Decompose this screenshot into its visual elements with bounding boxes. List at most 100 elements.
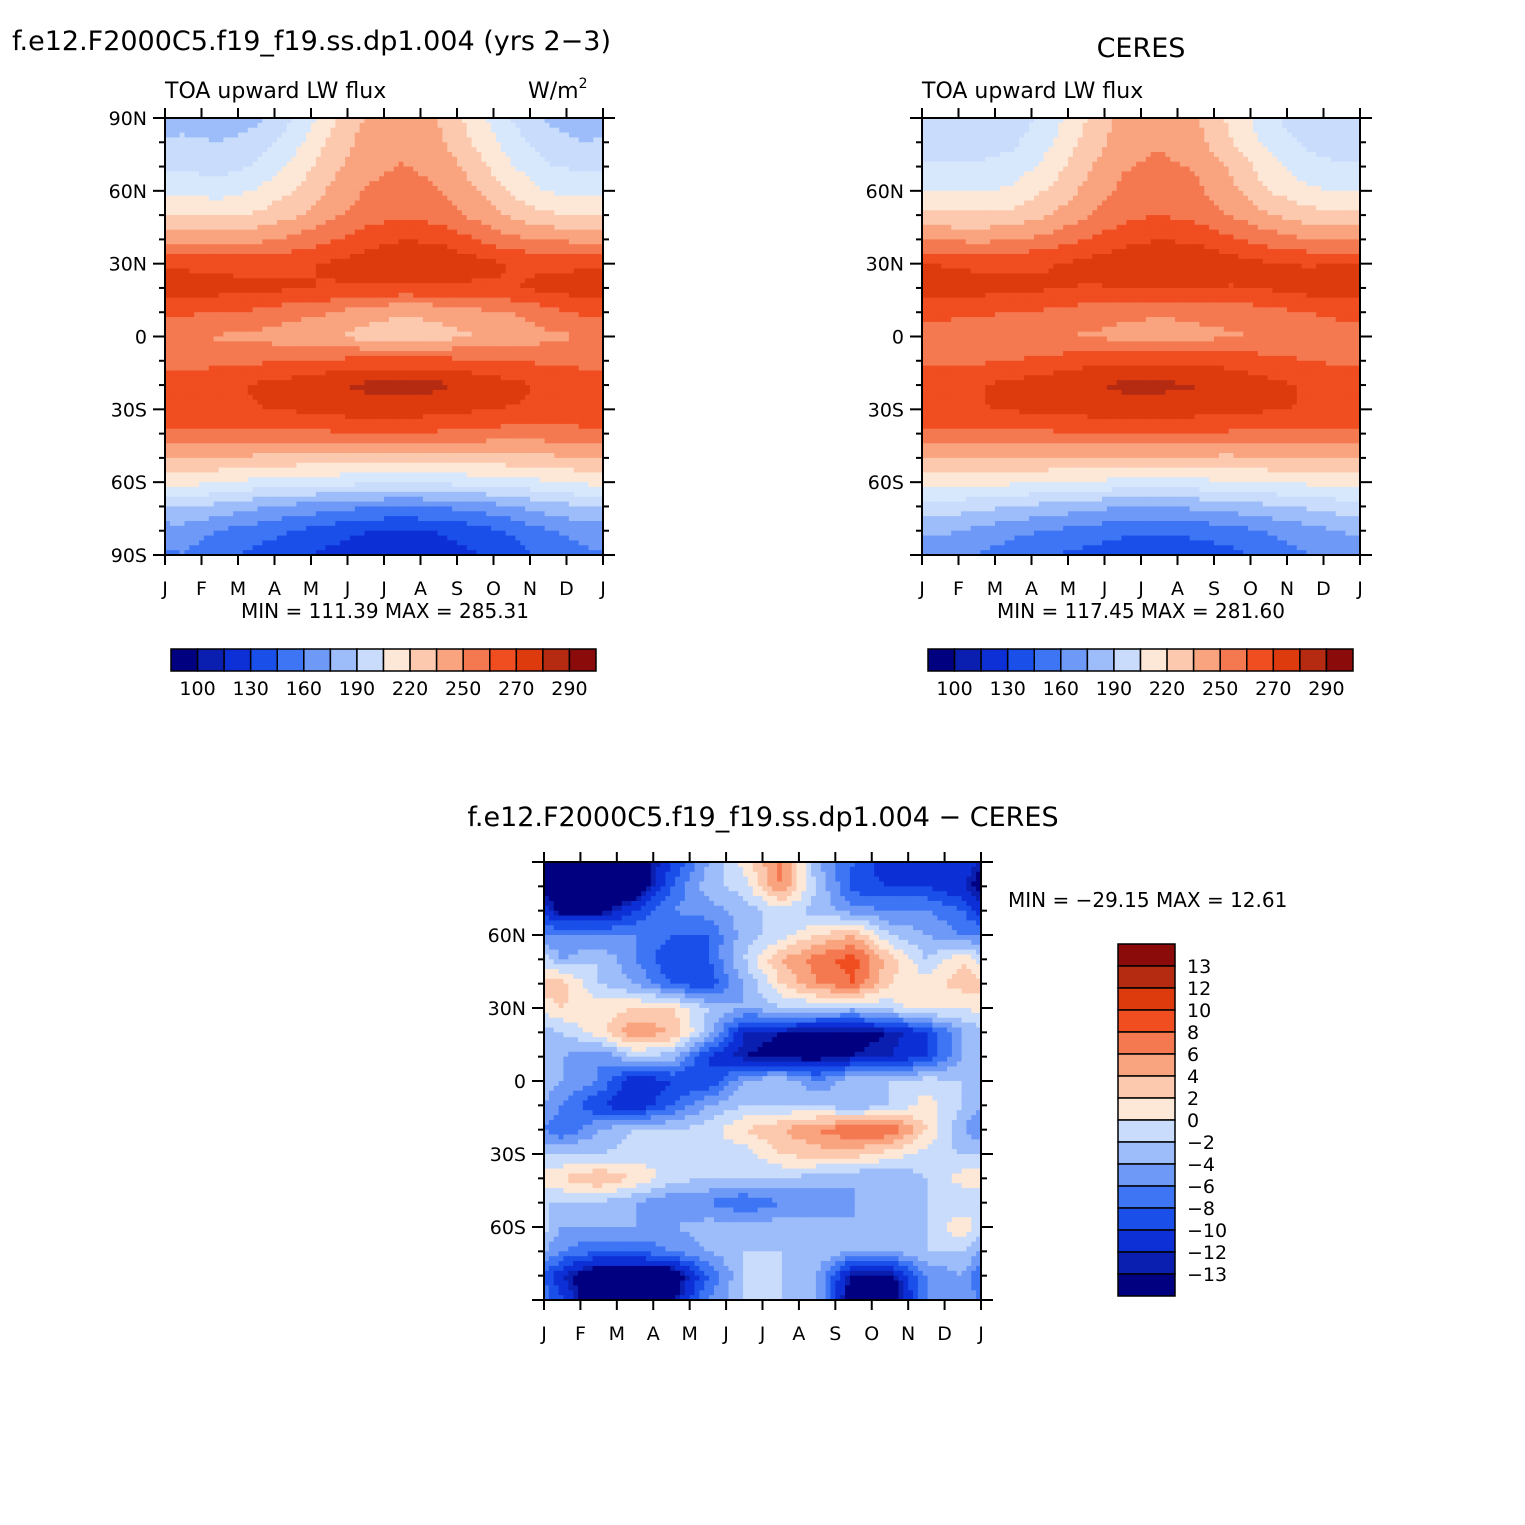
contour-cell — [418, 235, 423, 240]
contour-cell — [403, 356, 408, 361]
contour-cell — [180, 356, 185, 361]
contour-cell — [223, 322, 228, 327]
contour-cell — [564, 380, 569, 385]
contour-cell — [457, 273, 462, 278]
contour-cell — [243, 196, 248, 201]
contour-cell — [394, 137, 399, 142]
contour-cell — [355, 307, 360, 312]
contour-cell — [545, 259, 550, 264]
contour-cell — [374, 273, 379, 278]
contour-cell — [545, 186, 550, 191]
contour-cell — [403, 181, 408, 186]
contour-cell — [262, 225, 267, 230]
contour-cell — [467, 293, 472, 298]
contour-cell — [472, 142, 477, 147]
contour-cell — [189, 171, 194, 176]
contour-cell — [472, 303, 477, 308]
contour-cell — [311, 283, 316, 288]
contour-cell — [472, 293, 477, 298]
contour-cell — [257, 337, 262, 342]
contour-cell — [170, 215, 175, 220]
contour-cell — [413, 176, 418, 181]
contour-cell — [428, 142, 433, 147]
contour-cell — [369, 307, 374, 312]
contour-cell — [228, 133, 233, 138]
contour-cell — [214, 244, 219, 249]
contour-cell — [214, 385, 219, 390]
contour-cell — [584, 196, 589, 201]
contour-cell — [462, 210, 467, 215]
contour-cell — [296, 128, 301, 133]
contour-cell — [403, 332, 408, 337]
contour-cell — [428, 264, 433, 269]
contour-cell — [433, 205, 438, 210]
contour-cell — [408, 366, 413, 371]
contour-cell — [180, 293, 185, 298]
contour-cell — [223, 375, 228, 380]
contour-cell — [301, 366, 306, 371]
contour-cell — [423, 201, 428, 206]
contour-cell — [579, 128, 584, 133]
contour-cell — [316, 205, 321, 210]
contour-cell — [442, 303, 447, 308]
contour-cell — [379, 215, 384, 220]
contour-cell — [296, 322, 301, 327]
contour-cell — [355, 171, 360, 176]
contour-cell — [389, 322, 394, 327]
contour-cell — [530, 327, 535, 332]
contour-cell — [306, 370, 311, 375]
contour-cell — [238, 235, 243, 240]
contour-cell — [199, 220, 204, 225]
contour-cell — [301, 293, 306, 298]
contour-cell — [476, 171, 481, 176]
contour-cell — [296, 375, 301, 380]
contour-cell — [170, 176, 175, 181]
contour-cell — [350, 385, 355, 390]
contour-cell — [486, 181, 491, 186]
contour-cell — [554, 123, 559, 128]
contour-cell — [476, 230, 481, 235]
contour-cell — [394, 341, 399, 346]
contour-cell — [335, 137, 340, 142]
contour-cell — [564, 230, 569, 235]
contour-cell — [506, 366, 511, 371]
contour-cell — [321, 303, 326, 308]
contour-cell — [506, 337, 511, 342]
contour-cell — [496, 133, 501, 138]
contour-cell — [379, 307, 384, 312]
contour-cell — [330, 298, 335, 303]
contour-cell — [472, 147, 477, 152]
contour-cell — [296, 137, 301, 142]
contour-cell — [189, 341, 194, 346]
contour-cell — [248, 312, 253, 317]
contour-cell — [418, 244, 423, 249]
contour-cell — [579, 176, 584, 181]
contour-cell — [384, 239, 389, 244]
contour-cell — [593, 133, 598, 138]
contour-cell — [384, 278, 389, 283]
contour-cell — [545, 356, 550, 361]
contour-cell — [238, 259, 243, 264]
contour-cell — [175, 332, 180, 337]
contour-cell — [316, 259, 321, 264]
contour-cell — [316, 298, 321, 303]
contour-cell — [219, 356, 224, 361]
contour-cell — [228, 167, 233, 172]
contour-cell — [394, 317, 399, 322]
contour-cell — [223, 356, 228, 361]
contour-cell — [170, 346, 175, 351]
contour-cell — [184, 303, 189, 308]
contour-cell — [554, 298, 559, 303]
contour-cell — [418, 380, 423, 385]
contour-cell — [447, 186, 452, 191]
contour-cell — [564, 370, 569, 375]
contour-cell — [204, 273, 209, 278]
contour-cell — [374, 341, 379, 346]
contour-cell — [540, 337, 545, 342]
contour-cell — [350, 273, 355, 278]
contour-cell — [593, 205, 598, 210]
contour-cell — [238, 356, 243, 361]
contour-cell — [472, 181, 477, 186]
contour-cell — [511, 128, 516, 133]
contour-cell — [189, 244, 194, 249]
